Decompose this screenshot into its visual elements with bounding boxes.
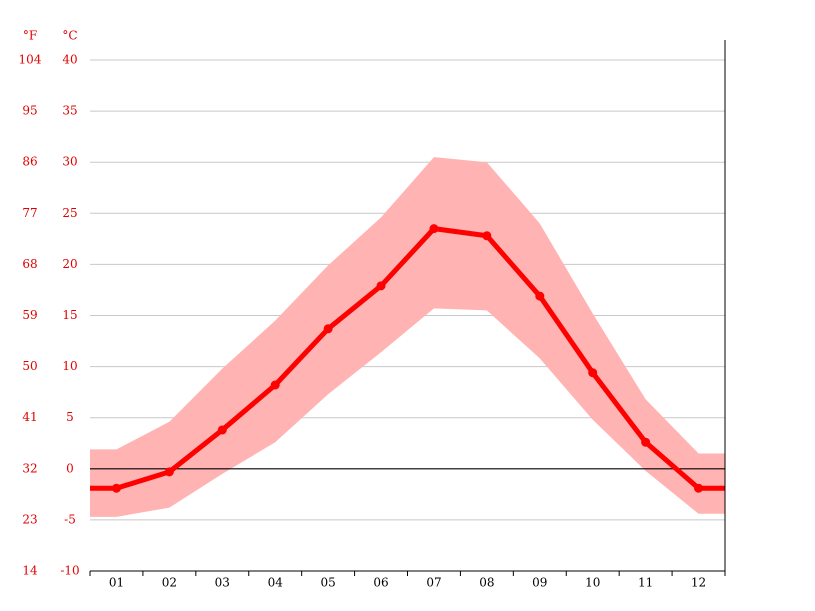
x-tick-label: 07 (426, 576, 441, 590)
y-tick-label: 20 (62, 257, 77, 271)
y-tick-label: 35 (62, 104, 77, 118)
y-tick-label: 25 (62, 206, 77, 220)
y2-tick-label: 77 (22, 206, 37, 220)
y2-tick-label: 32 (22, 461, 37, 475)
y-unit: °C (62, 29, 77, 43)
x-tick-label: 01 (109, 576, 124, 590)
y2-tick-label: 86 (22, 155, 37, 169)
x-tick-label: 06 (373, 576, 388, 590)
y2-tick-label: 59 (22, 308, 37, 322)
mean-point (270, 380, 280, 390)
y-tick-label: 40 (62, 53, 77, 67)
mean-point (323, 324, 333, 334)
y-tick-label: -10 (60, 564, 79, 578)
y-tick-label: -5 (64, 512, 76, 526)
mean-point (429, 224, 439, 234)
mean-point (482, 231, 492, 241)
x-tick-label: 03 (215, 576, 230, 590)
x-tick-label: 04 (268, 576, 284, 590)
y2-tick-label: 14 (22, 564, 38, 578)
mean-line (90, 226, 725, 491)
x-tick-label: 08 (479, 576, 494, 590)
y-tick-label: 15 (62, 308, 77, 322)
y-tick-label: 30 (62, 155, 77, 169)
mean-point (376, 281, 386, 291)
x-tick-label: 02 (162, 576, 177, 590)
y2-tick-label: 104 (19, 53, 42, 67)
mean-point (111, 483, 121, 493)
y2-tick-label: 50 (22, 359, 37, 373)
y2-tick-label: 23 (22, 512, 37, 526)
x-tick-label: 09 (532, 576, 547, 590)
mean-point (694, 483, 704, 493)
y2-tick-label: 41 (22, 410, 37, 424)
y-tick-label: 10 (62, 359, 77, 373)
y2-tick-label: 68 (22, 257, 37, 271)
x-tick-label: 11 (638, 576, 653, 590)
x-tick-label: 12 (691, 576, 706, 590)
y2-tick-label: 95 (22, 104, 37, 118)
y-tick-label: 5 (66, 410, 74, 424)
mean-point (164, 467, 174, 477)
y2-unit: °F (23, 29, 37, 43)
y-tick-label: 0 (66, 461, 74, 475)
mean-point (641, 437, 651, 447)
x-tick-label: 05 (320, 576, 335, 590)
range-band (90, 157, 725, 517)
mean-point (535, 291, 545, 301)
mean-point (217, 425, 227, 435)
x-tick-label: 10 (585, 576, 600, 590)
mean-point (588, 368, 598, 378)
